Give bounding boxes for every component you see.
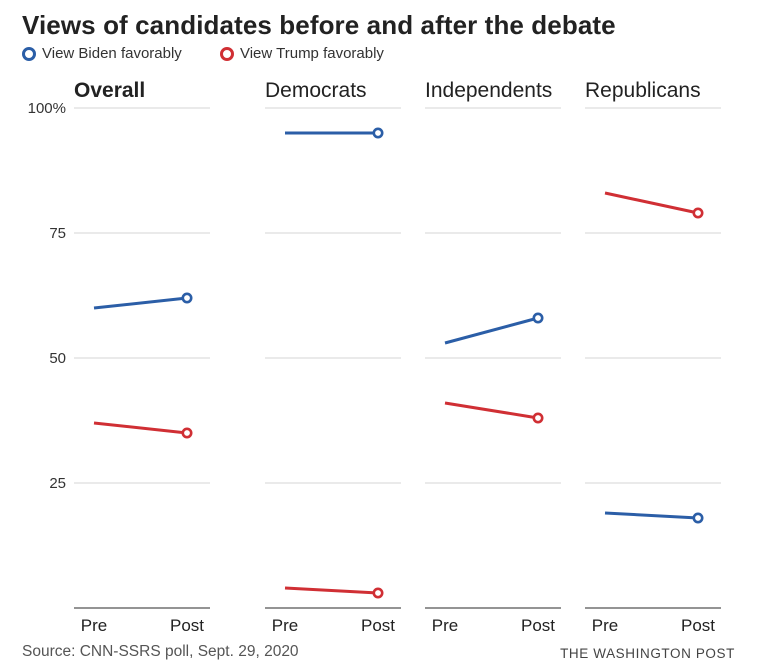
x-tick-label-republicans-post: Post	[681, 616, 715, 635]
series-line-overall-biden	[93, 296, 188, 310]
legend-marker-trump	[219, 46, 234, 61]
data-point-overall-trump-post	[181, 427, 193, 439]
legend-label-biden: View Biden favorably	[42, 45, 182, 62]
x-tick-label-independents-post: Post	[521, 616, 555, 635]
series-line-republicans-trump	[604, 191, 699, 215]
panel-title-democrats: Democrats	[265, 79, 367, 102]
y-tick-label-75: 75	[49, 225, 66, 242]
y-tick-label-50: 50	[49, 350, 66, 367]
series-line-democrats-trump	[284, 586, 379, 595]
source-note: Source: CNN-SSRS poll, Sept. 29, 2020	[22, 643, 299, 660]
y-tick-label-100: 100%	[28, 100, 66, 117]
legend-item-trump: View Trump favorably	[219, 45, 384, 62]
panel-title-independents: Independents	[425, 79, 552, 102]
x-tick-label-democrats-post: Post	[361, 616, 395, 635]
data-point-democrats-trump-post	[372, 587, 384, 599]
data-point-independents-biden-post	[532, 312, 544, 324]
x-tick-label-overall-pre: Pre	[81, 616, 107, 635]
data-point-overall-biden-post	[181, 292, 193, 304]
small-multiples-chart: 25 50 75 100% Overall Pre Post Democrats Pre Post…	[28, 79, 721, 635]
panel-title-overall: Overall	[74, 79, 145, 102]
legend-marker-biden	[22, 46, 36, 61]
legend: View Biden favorably View Trump favorabl…	[22, 45, 418, 65]
x-tick-label-republicans-pre: Pre	[592, 616, 618, 635]
legend-label-trump: View Trump favorably	[239, 45, 384, 62]
x-tick-label-independents-pre: Pre	[432, 616, 458, 635]
x-tick-label-democrats-pre: Pre	[272, 616, 298, 635]
data-point-democrats-biden-post	[372, 127, 384, 139]
data-point-republicans-biden-post	[692, 512, 704, 524]
series-line-independents-biden	[444, 316, 539, 345]
x-tick-label-overall-post: Post	[170, 616, 204, 635]
series-line-independents-trump	[444, 401, 539, 420]
legend-item-biden: View Biden favorably	[22, 45, 182, 62]
series-line-overall-trump	[93, 421, 188, 435]
panel-title-republicans: Republicans	[585, 79, 701, 102]
chart-title: Views of candidates before and after the…	[22, 10, 616, 40]
y-tick-label-25: 25	[49, 475, 66, 492]
data-point-republicans-trump-post	[692, 207, 704, 219]
series-line-republicans-biden	[604, 511, 699, 520]
data-point-independents-trump-post	[532, 412, 544, 424]
publisher-credit: THE WASHINGTON POST	[560, 646, 735, 661]
